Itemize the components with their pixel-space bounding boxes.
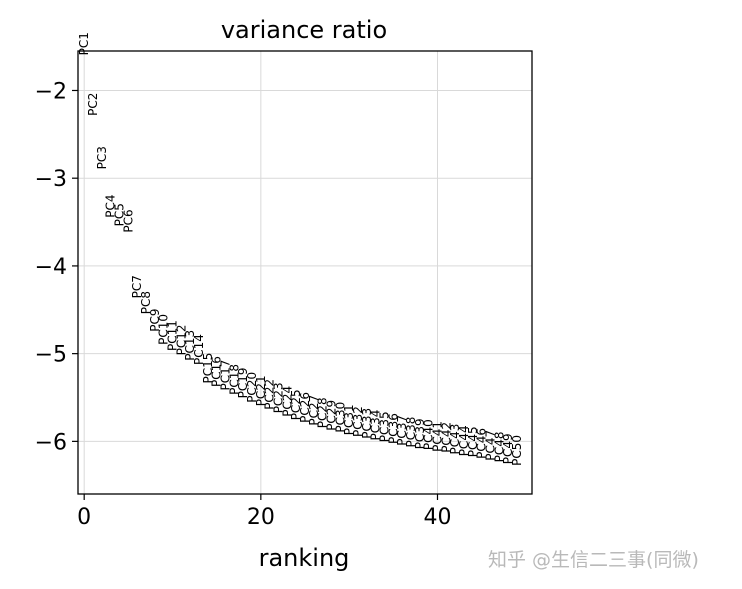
pc-label-pc38: PC38 — [404, 417, 418, 448]
pc-label-pc34: PC34 — [369, 410, 383, 441]
pc-label-pc35: PC35 — [378, 411, 392, 442]
pc-label-pc36: PC36 — [386, 413, 400, 444]
y-tick-label: −2 — [35, 79, 67, 104]
pc-label-pc31: PC31 — [342, 404, 356, 435]
pc-label-pc20: PC20 — [245, 372, 259, 403]
pc-label-pc16: PC16 — [210, 356, 224, 387]
pc-label-pc41: PC41 — [431, 421, 445, 452]
pc-label-pc42: PC42 — [439, 422, 453, 453]
pc-label-pc15: PC15 — [201, 353, 215, 384]
pc-label-pc11: PC11 — [166, 320, 180, 351]
pc-label-pc12: PC12 — [174, 325, 188, 356]
pc-label-pc50: PC50 — [510, 435, 524, 466]
pc-label-pc19: PC19 — [236, 368, 250, 399]
pc-label-pc9: PC9 — [148, 308, 162, 331]
pc-label-pc48: PC48 — [492, 432, 506, 463]
y-tick-label: −3 — [35, 167, 67, 192]
pc-label-pc3: PC3 — [95, 146, 109, 169]
x-tick-label: 20 — [247, 505, 275, 530]
x-axis-ticks: 0 20 40 — [77, 494, 451, 530]
pc-label-pc22: PC22 — [263, 379, 277, 410]
pc-label-pc10: PC10 — [157, 314, 171, 345]
watermark: 知乎 @生信二三事(同微) — [488, 549, 699, 571]
pc-label-pc47: PC47 — [484, 430, 498, 461]
chart-title: variance ratio — [221, 16, 387, 44]
y-axis-ticks: −2 −3 −4 −5 −6 — [35, 79, 78, 455]
pc-label-pc46: PC46 — [475, 428, 489, 459]
pc-label-pc8: PC8 — [139, 291, 153, 314]
pc-label-pc33: PC33 — [360, 408, 374, 439]
pc-label-pc29: PC29 — [325, 400, 339, 431]
pc-label-pc17: PC17 — [219, 360, 233, 391]
pc-label-pc30: PC30 — [333, 402, 347, 433]
pc-label-pc44: PC44 — [457, 425, 471, 456]
pc-label-pc40: PC40 — [422, 419, 436, 450]
pc-label-pc5: PC5 — [113, 203, 127, 226]
x-tick-label: 40 — [423, 505, 451, 530]
pc-label-pc6: PC6 — [121, 209, 135, 232]
x-axis-label: ranking — [259, 544, 350, 572]
pc-label-pc7: PC7 — [130, 275, 144, 298]
y-tick-label: −5 — [35, 343, 67, 368]
pc-label-pc27: PC27 — [307, 395, 321, 426]
pc-label-pc32: PC32 — [351, 406, 365, 437]
plot-frame — [77, 50, 533, 495]
pc-label-pc45: PC45 — [466, 426, 480, 457]
pc-label-pc21: PC21 — [254, 375, 268, 406]
pc-label-pc2: PC2 — [86, 93, 100, 116]
pc-label-pc23: PC23 — [272, 382, 286, 413]
pc-label-pc1: PC1 — [77, 32, 91, 55]
pc-point-labels: PC1PC2PC3PC4PC5PC6PC7PC8PC9PC10PC11PC12P… — [77, 32, 524, 466]
pc-label-pc37: PC37 — [395, 415, 409, 446]
grid-lines — [78, 51, 532, 494]
pc-label-pc13: PC13 — [183, 330, 197, 361]
pc-label-pc43: PC43 — [448, 424, 462, 455]
pc-label-pc14: PC14 — [192, 334, 206, 365]
pc-label-pc39: PC39 — [413, 418, 427, 449]
y-tick-label: −4 — [35, 255, 67, 280]
pc-label-pc4: PC4 — [104, 194, 118, 217]
pc-label-pc24: PC24 — [280, 386, 294, 417]
pc-label-pc28: PC28 — [316, 397, 330, 428]
pc-label-pc49: PC49 — [501, 433, 515, 464]
pc-label-pc18: PC18 — [227, 364, 241, 395]
pc-label-pc26: PC26 — [298, 392, 312, 423]
x-tick-label: 0 — [77, 505, 91, 530]
y-tick-label: −6 — [35, 430, 67, 455]
pc-label-pc25: PC25 — [289, 389, 303, 420]
